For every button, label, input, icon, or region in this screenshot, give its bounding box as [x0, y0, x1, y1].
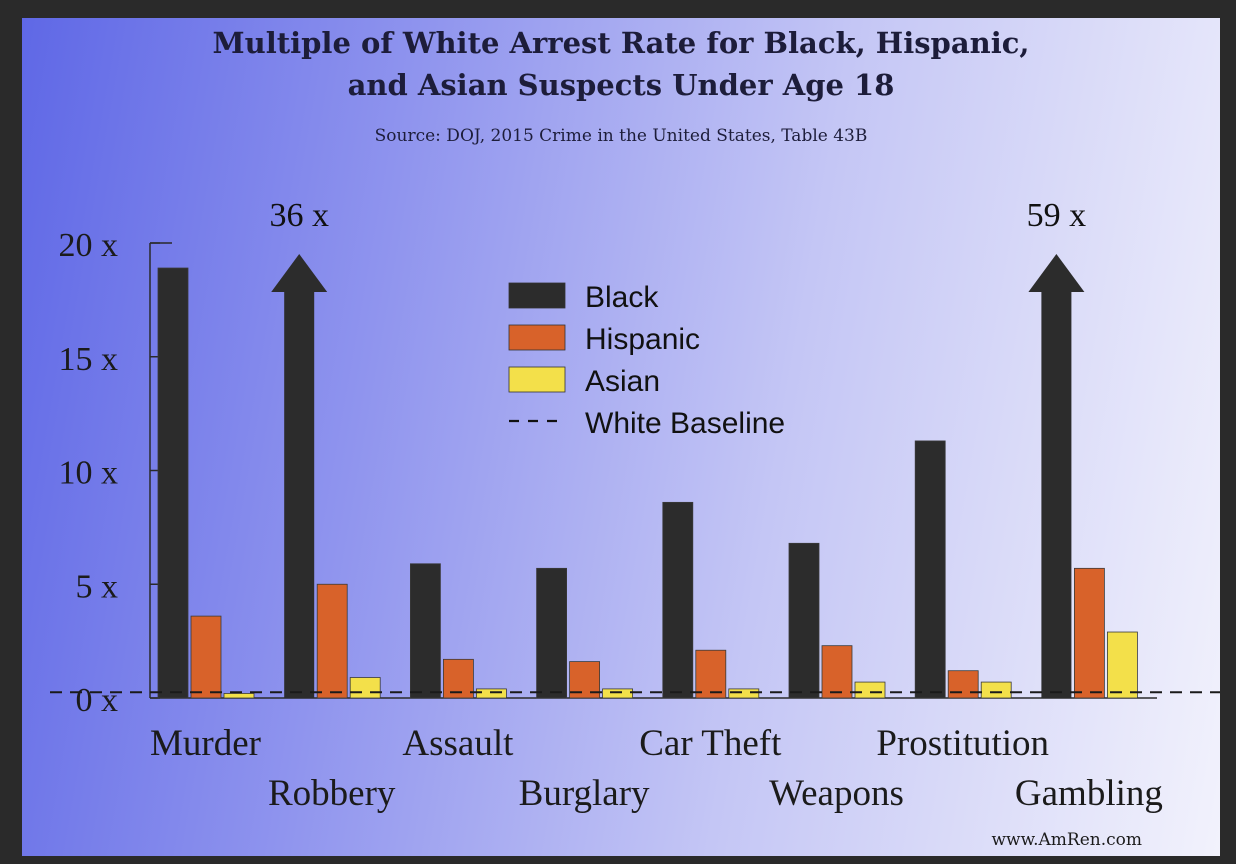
bar-black-prostitution [914, 440, 946, 699]
legend-swatch-hispanic [508, 324, 566, 351]
truncated-value-label-gambling: 59 x [1027, 197, 1087, 234]
bar-black-robbery [284, 292, 315, 698]
x-category-label-robbery: Robbery [268, 773, 396, 814]
x-category-label-weapons: Weapons [769, 773, 904, 814]
bar-hispanic-car-theft [695, 649, 727, 699]
truncated-value-label-robbery: 36 x [269, 197, 329, 234]
bar-asian-car-theft [728, 688, 760, 699]
bar-asian-robbery [349, 677, 381, 699]
y-tick-label: 10 x [59, 455, 119, 492]
y-tick-label: 15 x [59, 341, 119, 378]
y-tick-label: 20 x [59, 227, 119, 264]
legend-swatch-asian [508, 366, 566, 393]
bar-hispanic-robbery [316, 583, 348, 699]
bar-arrow-head-robbery [271, 254, 328, 292]
bar-asian-gambling [1107, 631, 1138, 699]
bar-black-murder [157, 267, 189, 699]
legend-label-asian: Asian [585, 365, 660, 398]
credit-url: www.AmRen.com [991, 830, 1142, 850]
bar-chart: 0 x5 x10 x15 x20 x36 x 59 xMurderRobberyA… [50, 197, 1220, 814]
bar-asian-assault [475, 688, 507, 699]
bar-black-weapons [788, 542, 820, 699]
bar-hispanic-weapons [821, 645, 853, 699]
x-category-label-car-theft: Car Theft [639, 723, 782, 764]
legend-label-white-baseline: White Baseline [585, 407, 785, 440]
legend-swatch-black [508, 282, 566, 309]
chart-frame: Multiple of White Arrest Rate for Black,… [22, 18, 1220, 856]
legend-label-black: Black [585, 281, 659, 314]
bar-black-assault [409, 563, 441, 699]
bar-asian-weapons [854, 681, 886, 699]
x-category-label-assault: Assault [402, 723, 514, 764]
bar-black-gambling [1041, 292, 1072, 698]
chart-title-line-2: and Asian Suspects Under Age 18 [347, 68, 895, 102]
y-tick-label: 0 x [76, 682, 119, 719]
bar-arrow-head-gambling [1028, 254, 1085, 292]
bar-hispanic-prostitution [947, 670, 979, 699]
bar-asian-murder [223, 693, 255, 699]
bar-hispanic-gambling [1074, 567, 1105, 699]
bar-asian-prostitution [980, 681, 1012, 699]
bar-black-car-theft [662, 501, 694, 699]
bar-asian-burglary [602, 688, 633, 699]
chart-source: Source: DOJ, 2015 Crime in the United St… [374, 126, 868, 146]
x-category-label-murder: Murder [150, 723, 261, 764]
legend-label-hispanic: Hispanic [585, 323, 700, 356]
x-category-label-gambling: Gambling [1015, 773, 1163, 814]
x-category-label-burglary: Burglary [519, 773, 650, 814]
y-tick-label: 5 x [76, 568, 119, 605]
bar-hispanic-murder [190, 615, 222, 699]
bar-black-burglary [536, 567, 567, 699]
chart-title-line-1: Multiple of White Arrest Rate for Black,… [212, 26, 1030, 60]
x-category-label-prostitution: Prostitution [876, 723, 1049, 764]
